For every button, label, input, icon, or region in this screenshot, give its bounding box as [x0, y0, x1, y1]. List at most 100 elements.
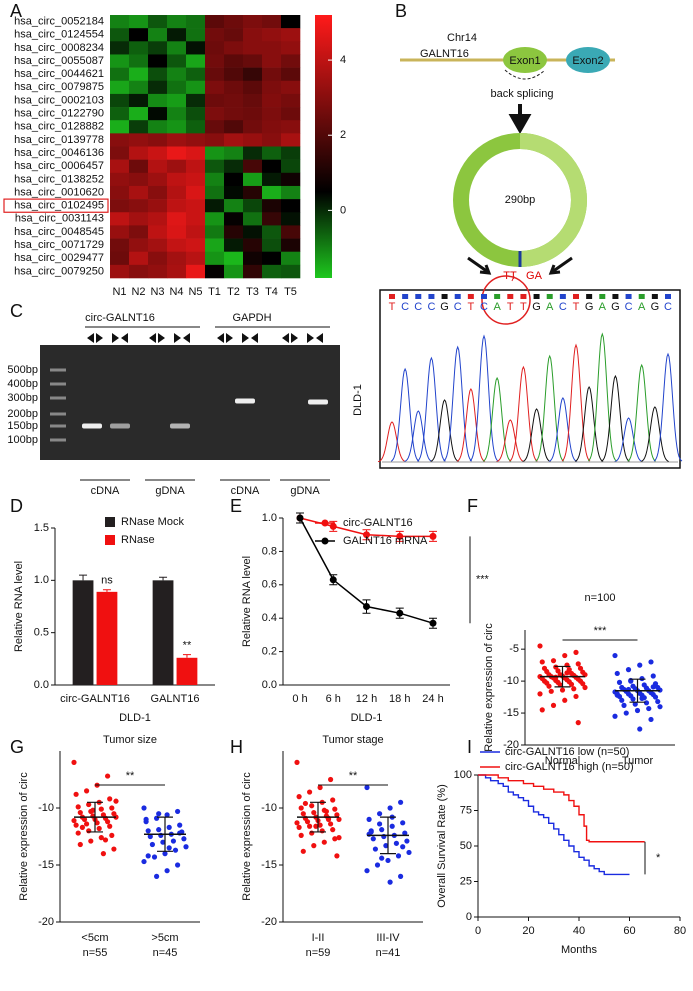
- row-label: hsa_circ_0079250: [14, 265, 104, 277]
- heat-cell: [167, 15, 187, 29]
- primer-icon: [242, 333, 258, 343]
- point: [156, 827, 162, 833]
- bar: [152, 580, 174, 685]
- heat-cell: [243, 172, 263, 187]
- heat-cell: [167, 146, 187, 160]
- heat-cell: [224, 107, 244, 121]
- heat-cell: [167, 28, 187, 42]
- column-label: N3: [150, 286, 164, 298]
- heat-cell: [281, 67, 301, 82]
- y-tick-label: -15: [261, 859, 277, 871]
- primer-icon: [87, 333, 103, 343]
- heat-cell: [186, 41, 206, 55]
- legend-label: GALNT16 mRNA: [343, 535, 428, 547]
- row-label: hsa_circ_0138252: [14, 173, 104, 185]
- point: [429, 532, 437, 540]
- panel-label: I: [467, 737, 472, 757]
- point: [573, 693, 579, 700]
- heat-cell: [262, 199, 282, 213]
- base-square: [507, 294, 514, 299]
- base-square: [467, 294, 474, 299]
- legend-marker: [321, 537, 329, 545]
- cell-line-label: DLD-1: [352, 384, 364, 416]
- point: [296, 824, 302, 830]
- point: [539, 707, 545, 713]
- heat-cell: [205, 107, 225, 121]
- row-label: hsa_circ_0029477: [14, 252, 104, 264]
- trace-peak: [587, 332, 617, 462]
- point: [562, 697, 568, 703]
- trace-peak: [653, 352, 683, 462]
- bar: [176, 657, 198, 685]
- row-label: hsa_circ_0052184: [14, 15, 104, 27]
- trace-peak: [561, 343, 591, 462]
- point: [429, 619, 437, 627]
- heat-cell: [243, 41, 263, 55]
- error-bar: [159, 576, 168, 581]
- heat-cell: [129, 199, 149, 213]
- sd-bar: [87, 801, 103, 833]
- base-square: [638, 294, 645, 299]
- base-letter: A: [599, 301, 607, 313]
- heat-cell: [281, 172, 301, 187]
- colorbar: [315, 15, 332, 278]
- base-square: [573, 294, 579, 299]
- heat-cell: [281, 15, 301, 29]
- heat-cell: [243, 67, 263, 82]
- point: [637, 662, 643, 668]
- point: [145, 828, 151, 834]
- heat-cell: [129, 133, 149, 147]
- ladder-label: 500bp: [7, 364, 38, 376]
- heat-cell: [167, 133, 187, 147]
- base-square: [494, 294, 501, 299]
- heat-cell: [205, 185, 225, 200]
- point: [77, 809, 83, 816]
- heat-cell: [243, 146, 263, 160]
- point: [577, 665, 584, 671]
- point: [630, 696, 636, 702]
- heat-cell: [262, 107, 282, 121]
- legend-label: circ-GALNT16: [343, 517, 413, 529]
- heat-cell: [186, 212, 206, 226]
- heat-cell: [224, 251, 244, 266]
- point: [387, 879, 393, 885]
- circ-ring-light: [519, 133, 587, 267]
- point: [77, 841, 83, 848]
- heat-cell: [186, 172, 206, 187]
- point: [398, 873, 404, 880]
- point: [374, 862, 381, 868]
- heat-cell: [205, 120, 225, 134]
- heat-cell: [129, 67, 149, 82]
- point: [313, 823, 319, 829]
- base-letter: A: [493, 301, 501, 313]
- trace-peak: [548, 397, 578, 462]
- heat-cell: [148, 264, 168, 279]
- heat-cell: [167, 212, 187, 226]
- point: [75, 804, 81, 810]
- junction-right: GA: [526, 270, 543, 282]
- heat-cell: [186, 185, 206, 200]
- base-letter: G: [532, 301, 541, 313]
- x-tick-label: 24 h: [422, 693, 443, 705]
- column-label: N4: [169, 286, 183, 298]
- heat-cell: [243, 185, 263, 200]
- point: [143, 816, 149, 823]
- heat-cell: [243, 107, 263, 121]
- heat-cell: [224, 93, 244, 108]
- colorbar-label: 4: [340, 54, 346, 66]
- point: [334, 812, 340, 818]
- point: [648, 716, 654, 723]
- base-square: [533, 294, 540, 299]
- heat-cell: [167, 41, 187, 55]
- point: [639, 675, 645, 682]
- base-letter: C: [664, 301, 672, 313]
- point: [105, 773, 111, 779]
- point: [98, 835, 104, 841]
- point: [300, 811, 306, 817]
- point: [109, 832, 115, 838]
- primer-arrow: [467, 256, 492, 275]
- point: [170, 838, 176, 844]
- point: [614, 670, 620, 677]
- heat-cell: [262, 15, 282, 29]
- heat-cell: [186, 15, 206, 29]
